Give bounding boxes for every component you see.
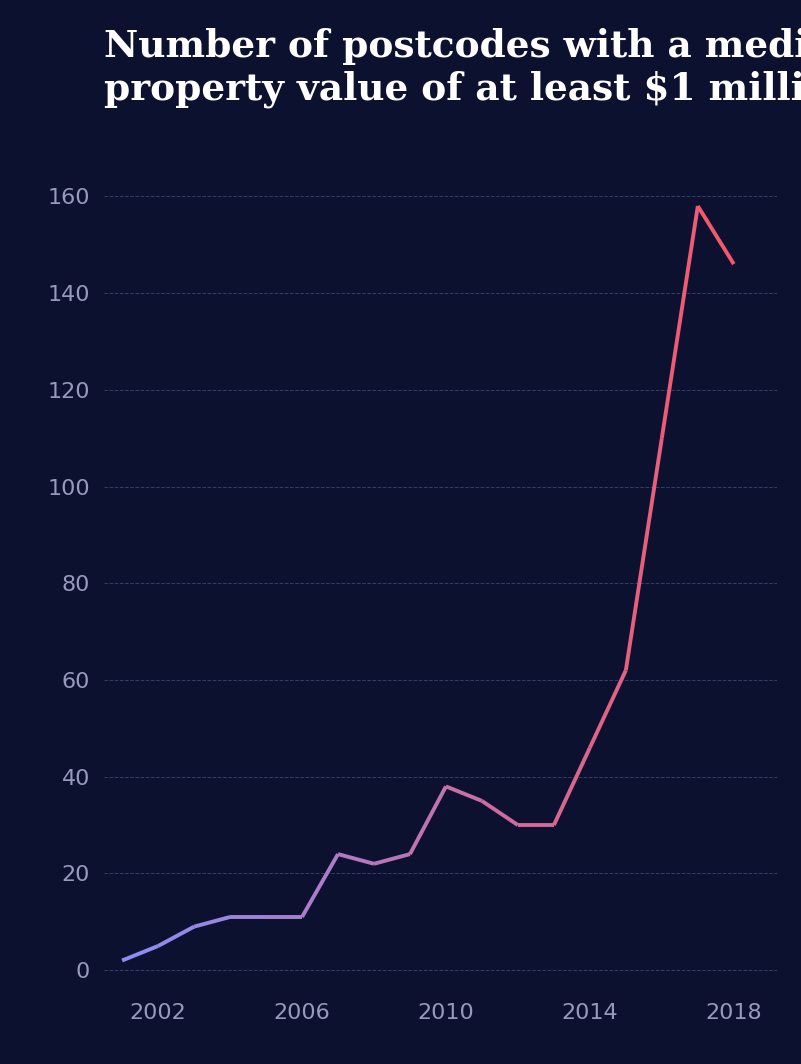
Text: Number of postcodes with a median
property value of at least $1 million: Number of postcodes with a median proper… bbox=[104, 28, 801, 107]
